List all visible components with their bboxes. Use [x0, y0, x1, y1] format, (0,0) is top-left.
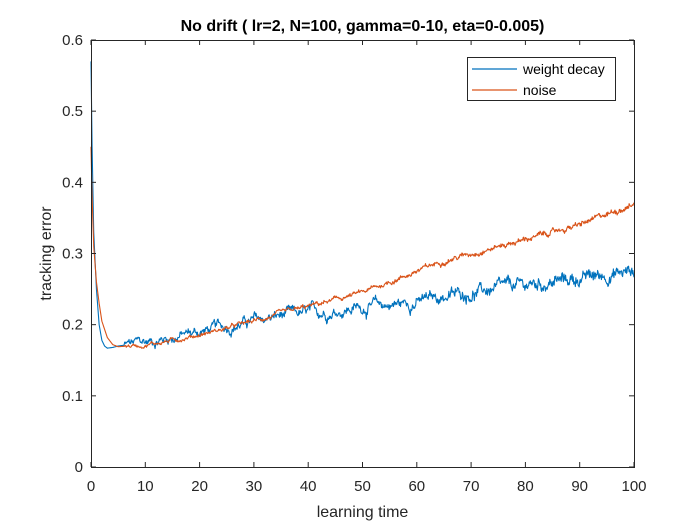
x-tick-label: 80: [517, 478, 534, 495]
legend: weight decay noise: [467, 57, 616, 101]
y-tick-label: 0.1: [62, 388, 83, 405]
legend-label-noise: noise: [523, 82, 557, 98]
y-axis-label: tracking error: [38, 206, 55, 301]
x-tick-label: 30: [246, 478, 263, 495]
x-axis-ticks: 0 10 20 30 40 50 60 70 80 90 100: [87, 40, 647, 495]
plot-area: [91, 40, 634, 467]
legend-label-weight-decay: weight decay: [522, 61, 605, 77]
series-layer: [90, 61, 635, 350]
y-tick-label: 0.5: [62, 103, 83, 120]
y-axis-ticks: 0 0.1 0.2 0.3 0.4 0.5 0.6: [62, 32, 634, 476]
x-tick-label: 100: [621, 478, 646, 495]
x-axis-label: learning time: [317, 504, 409, 521]
series-line-weight-decay: [90, 61, 635, 350]
x-tick-label: 40: [300, 478, 317, 495]
x-tick-label: 70: [463, 478, 480, 495]
x-tick-label: 60: [408, 478, 425, 495]
x-tick-label: 20: [191, 478, 208, 495]
chart-title: No drift ( lr=2, N=100, gamma=0-10, eta=…: [181, 18, 545, 35]
x-tick-label: 0: [87, 478, 95, 495]
x-tick-label: 50: [354, 478, 371, 495]
y-tick-label: 0.2: [62, 317, 83, 334]
series-line-noise: [90, 146, 635, 349]
legend-box: [467, 57, 616, 101]
x-tick-label: 10: [137, 478, 154, 495]
y-tick-label: 0.6: [62, 32, 83, 49]
x-tick-label: 90: [571, 478, 588, 495]
y-tick-label: 0: [75, 459, 83, 476]
y-tick-label: 0.3: [62, 246, 83, 263]
y-tick-label: 0.4: [62, 174, 83, 191]
